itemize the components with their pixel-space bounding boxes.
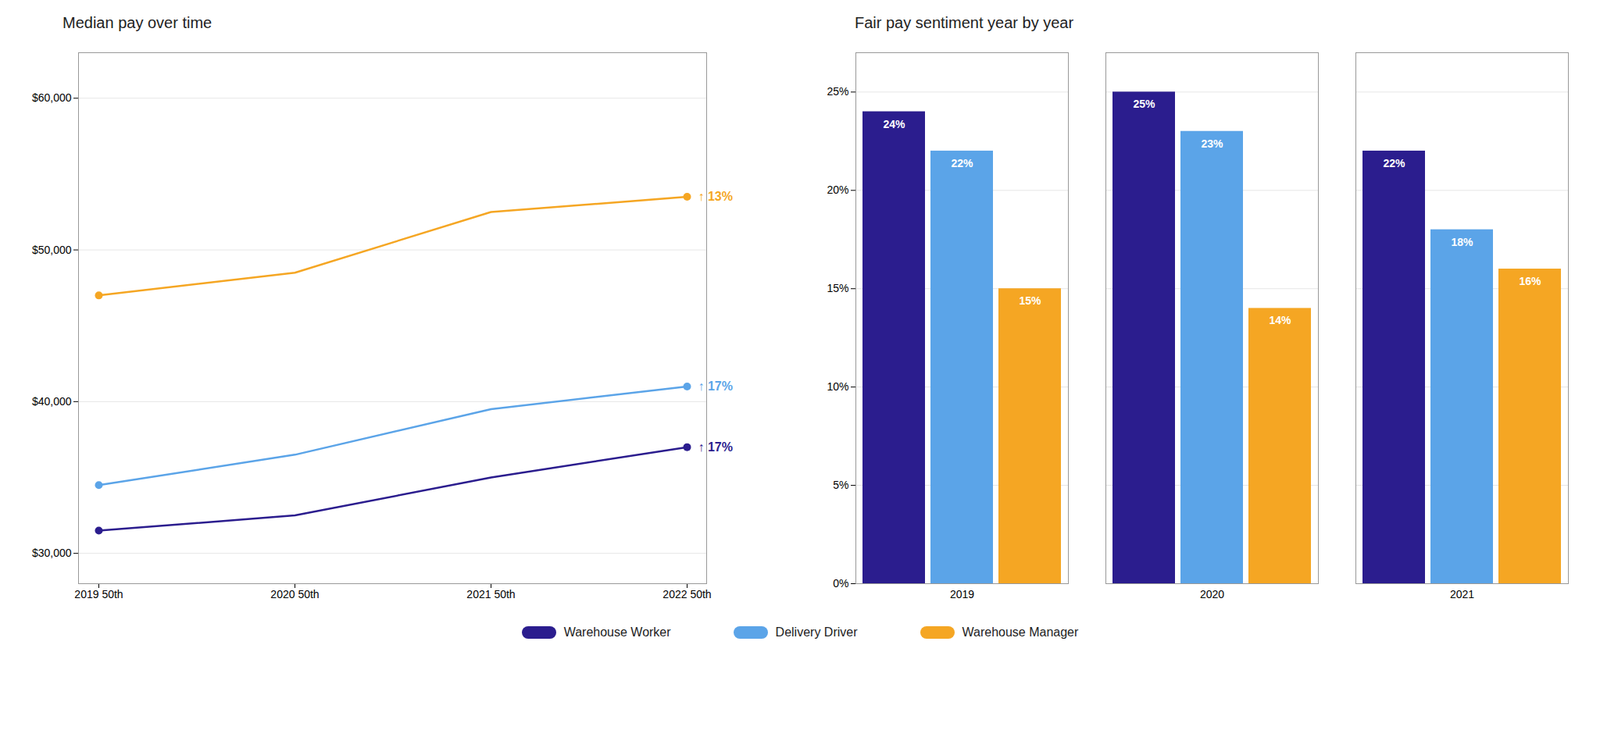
svg-text:15%: 15%	[1018, 294, 1042, 308]
svg-text:14%: 14%	[1268, 314, 1292, 327]
svg-text:2021 50th: 2021 50th	[466, 588, 515, 601]
svg-text:24%: 24%	[882, 117, 906, 131]
svg-text:$50,000: $50,000	[32, 243, 72, 257]
svg-text:18%: 18%	[1450, 235, 1474, 249]
svg-text:↑ 17%: ↑ 17%	[698, 379, 733, 393]
svg-text:2022 50th: 2022 50th	[662, 588, 711, 601]
svg-text:2019 50th: 2019 50th	[74, 588, 123, 601]
svg-text:↑ 13%: ↑ 13%	[698, 189, 733, 204]
html-text:Warehouse Manager: Warehouse Manager	[962, 625, 1079, 640]
html-text:Warehouse Worker: Warehouse Worker	[563, 625, 671, 640]
svg-text:22%: 22%	[1382, 157, 1406, 170]
svg-text:↑ 17%: ↑ 17%	[698, 440, 733, 454]
svg-text:$40,000: $40,000	[32, 395, 72, 408]
svg-text:25%: 25%	[826, 85, 849, 98]
svg-text:5%: 5%	[832, 478, 849, 492]
svg-text:2021: 2021	[1450, 588, 1475, 601]
svg-text:25%: 25%	[1132, 97, 1156, 111]
svg-text:0%: 0%	[832, 577, 849, 590]
html-text:Delivery Driver: Delivery Driver	[775, 625, 858, 640]
svg-text:2019: 2019	[950, 588, 975, 601]
svg-text:20%: 20%	[826, 183, 849, 197]
svg-text:16%: 16%	[1518, 275, 1542, 288]
svg-text:10%: 10%	[826, 380, 849, 393]
svg-text:$60,000: $60,000	[32, 91, 72, 104]
html-text:Median pay over time: Median pay over time	[62, 14, 212, 32]
svg-text:2020: 2020	[1200, 588, 1225, 601]
svg-text:15%: 15%	[826, 282, 849, 295]
svg-text:$30,000: $30,000	[32, 546, 72, 560]
svg-text:2020 50th: 2020 50th	[270, 588, 319, 601]
html-text:Fair pay sentiment year by yea: Fair pay sentiment year by year	[854, 14, 1074, 32]
svg-text:22%: 22%	[950, 157, 974, 170]
svg-text:23%: 23%	[1200, 137, 1224, 150]
